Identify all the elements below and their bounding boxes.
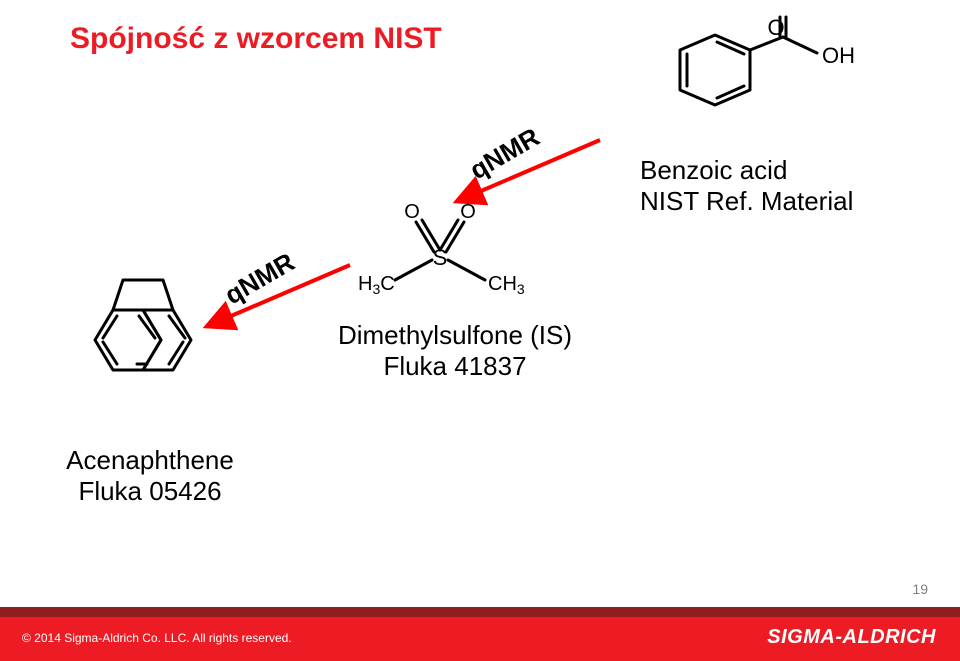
svg-text:CH3: CH3 bbox=[488, 273, 525, 297]
structure-benzoic-acid: O OH bbox=[625, 15, 855, 150]
footer: © 2014 Sigma-Aldrich Co. LLC. All rights… bbox=[0, 607, 960, 661]
dimethyl-caption: Dimethylsulfone (IS) Fluka 41837 bbox=[305, 320, 605, 382]
structure-acenaphthene bbox=[65, 250, 215, 430]
footer-stripe-dark bbox=[0, 607, 960, 617]
benzoic-caption: Benzoic acid NIST Ref. Material bbox=[640, 155, 920, 217]
acenaphthene-line2: Fluka 05426 bbox=[40, 476, 260, 507]
footer-copyright: © 2014 Sigma-Aldrich Co. LLC. All rights… bbox=[22, 631, 292, 645]
acenaphthene-line1: Acenaphthene bbox=[40, 445, 260, 476]
dimethyl-line1: Dimethylsulfone (IS) bbox=[305, 320, 605, 351]
svg-text:OH: OH bbox=[822, 43, 855, 68]
acenaphthene-caption: Acenaphthene Fluka 05426 bbox=[40, 445, 260, 507]
page-number: 19 bbox=[912, 581, 928, 597]
benzoic-line1: Benzoic acid bbox=[640, 155, 920, 186]
benzoic-line2: NIST Ref. Material bbox=[640, 186, 920, 217]
dimethyl-line2: Fluka 41837 bbox=[305, 351, 605, 382]
svg-text:O: O bbox=[767, 15, 784, 40]
arrow-right bbox=[445, 130, 615, 220]
svg-text:O: O bbox=[404, 201, 420, 223]
sigma-aldrich-logo: SIGMA-ALDRICH bbox=[767, 626, 936, 649]
slide-title: Spójność z wzorcem NIST bbox=[70, 22, 442, 56]
svg-text:S: S bbox=[433, 245, 448, 270]
